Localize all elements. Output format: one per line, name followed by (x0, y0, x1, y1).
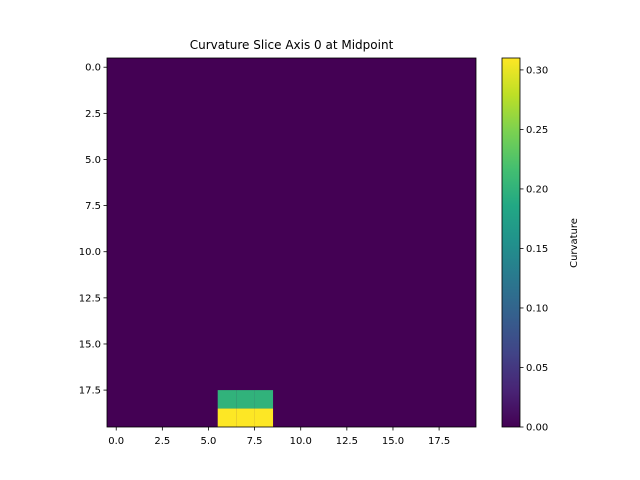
colorbar-tick-label: 0.10 (526, 303, 548, 314)
colorbar-ticks: 0.00 0.05 0.10 0.15 0.20 0.25 0.30 (520, 65, 548, 434)
x-tick-label: 5.0 (201, 436, 217, 447)
colorbar-tick-label: 0.00 (526, 423, 548, 434)
x-tick-label: 10.0 (290, 436, 312, 447)
colorbar-tick-label: 0.25 (526, 125, 548, 136)
heatmap-cell (236, 390, 255, 409)
y-tick-label: 12.5 (79, 293, 101, 304)
x-tick-label: 2.5 (154, 436, 170, 447)
y-tick-label: 7.5 (85, 201, 101, 212)
heatmap-cell (254, 390, 274, 409)
x-tick-label: 12.5 (336, 436, 358, 447)
heatmap-cell (217, 390, 237, 409)
y-tick-label: 10.0 (79, 247, 101, 258)
colorbar-tick-label: 0.30 (526, 65, 548, 76)
x-tick-label: 7.5 (247, 436, 263, 447)
heatmap-cell (236, 408, 255, 427)
chart-title: Curvature Slice Axis 0 at Midpoint (190, 38, 394, 52)
y-tick-label: 0.0 (85, 63, 101, 74)
y-tick-label: 15.0 (79, 339, 101, 350)
y-tick-label: 2.5 (85, 109, 101, 120)
y-tick-label: 5.0 (85, 155, 101, 166)
colorbar-label: Curvature (569, 218, 580, 268)
heatmap (107, 58, 476, 427)
heatmap-cell (217, 408, 237, 427)
colorbar: 0.00 0.05 0.10 0.15 0.20 0.25 0.30 Curvature (501, 57, 580, 434)
colorbar-gradient (502, 58, 520, 427)
x-axis: 0.0 2.5 5.0 7.5 10.0 12.5 15.0 17.5 (108, 427, 450, 447)
x-tick-label: 15.0 (382, 436, 404, 447)
x-tick-label: 0.0 (108, 436, 124, 447)
plot-frame (106, 57, 477, 428)
x-tick-label: 17.5 (428, 436, 450, 447)
colorbar-tick-label: 0.15 (526, 244, 548, 255)
colorbar-tick-label: 0.05 (526, 363, 548, 374)
y-axis: 0.0 2.5 5.0 7.5 10.0 12.5 15.0 17.5 (79, 63, 107, 397)
colorbar-frame (501, 57, 521, 428)
heatmap-background (107, 58, 476, 427)
colorbar-tick-label: 0.20 (526, 184, 548, 195)
y-tick-label: 17.5 (79, 386, 101, 397)
heatmap-cell (254, 408, 274, 427)
